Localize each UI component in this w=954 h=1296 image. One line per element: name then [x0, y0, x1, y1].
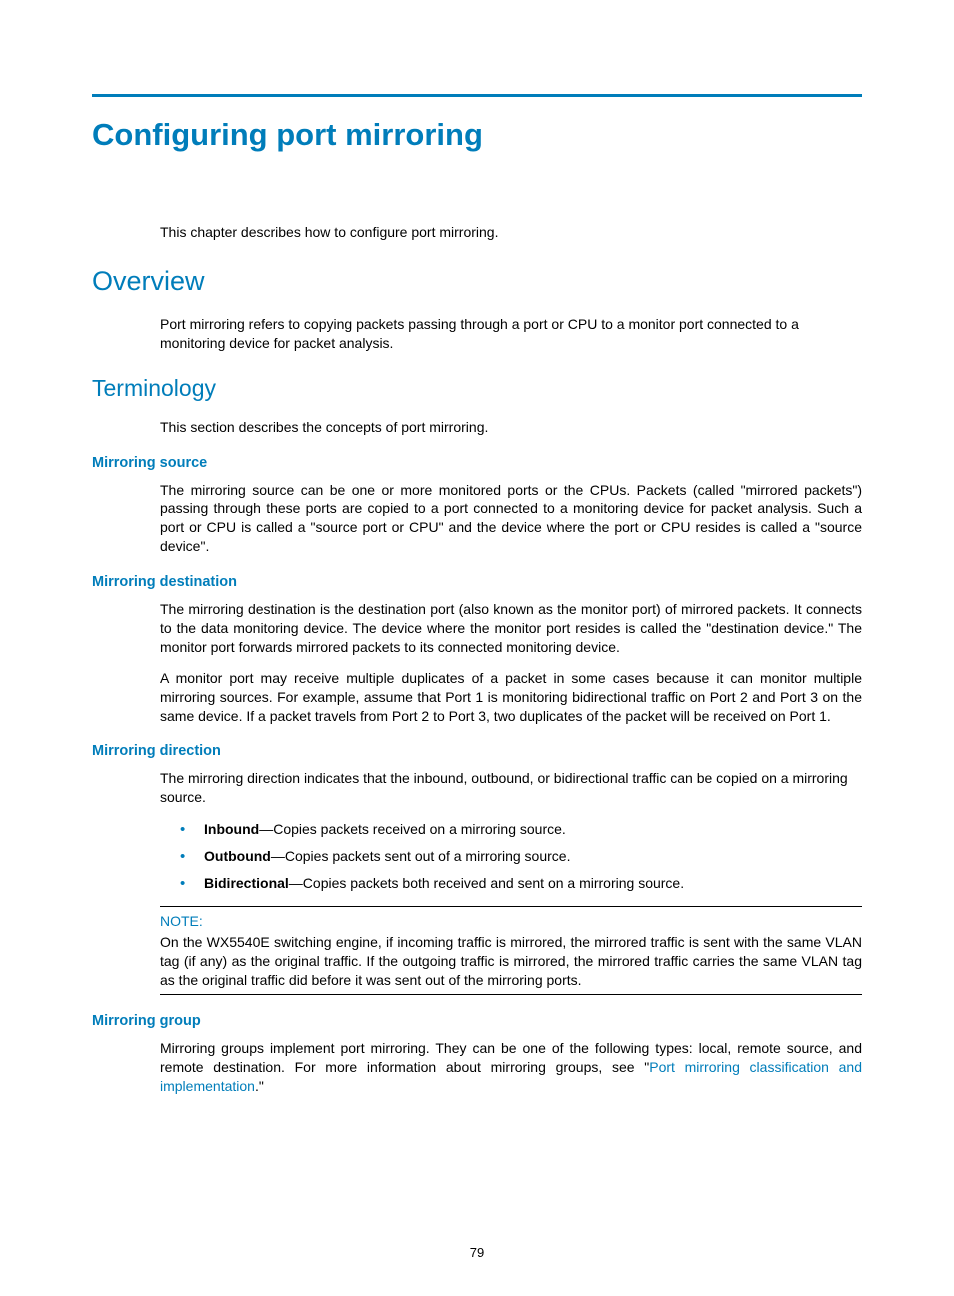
mirroring-direction-heading: Mirroring direction — [92, 743, 862, 759]
terminology-heading: Terminology — [92, 375, 862, 402]
mirroring-source-body: The mirroring source can be one or more … — [160, 481, 862, 557]
overview-heading: Overview — [92, 266, 862, 297]
list-desc: —Copies packets received on a mirroring … — [259, 821, 566, 837]
chapter-intro: This chapter describes how to configure … — [160, 223, 862, 242]
mirroring-direction-list: Inbound—Copies packets received on a mir… — [160, 819, 862, 894]
top-rule — [92, 94, 862, 97]
mirroring-group-post: ." — [255, 1078, 264, 1094]
note-box: NOTE: On the WX5540E switching engine, i… — [160, 906, 862, 995]
mirroring-group-heading: Mirroring group — [92, 1013, 862, 1029]
overview-body: Port mirroring refers to copying packets… — [160, 315, 862, 353]
note-body: On the WX5540E switching engine, if inco… — [160, 933, 862, 990]
chapter-title: Configuring port mirroring — [92, 117, 862, 153]
list-desc: —Copies packets sent out of a mirroring … — [271, 848, 571, 864]
list-desc: —Copies packets both received and sent o… — [289, 875, 684, 891]
mirroring-destination-p1: The mirroring destination is the destina… — [160, 600, 862, 657]
mirroring-group-body: Mirroring groups implement port mirrorin… — [160, 1039, 862, 1096]
list-term: Inbound — [204, 821, 259, 837]
mirroring-destination-heading: Mirroring destination — [92, 574, 862, 590]
document-page: Configuring port mirroring This chapter … — [0, 0, 954, 1296]
mirroring-direction-intro: The mirroring direction indicates that t… — [160, 769, 862, 807]
list-item: Bidirectional—Copies packets both receiv… — [160, 873, 862, 894]
mirroring-destination-p2: A monitor port may receive multiple dupl… — [160, 669, 862, 726]
terminology-intro: This section describes the concepts of p… — [160, 418, 862, 437]
list-item: Outbound—Copies packets sent out of a mi… — [160, 846, 862, 867]
list-term: Outbound — [204, 848, 271, 864]
mirroring-source-heading: Mirroring source — [92, 455, 862, 471]
list-item: Inbound—Copies packets received on a mir… — [160, 819, 862, 840]
page-number: 79 — [0, 1245, 954, 1260]
list-term: Bidirectional — [204, 875, 289, 891]
note-label: NOTE: — [160, 913, 862, 929]
